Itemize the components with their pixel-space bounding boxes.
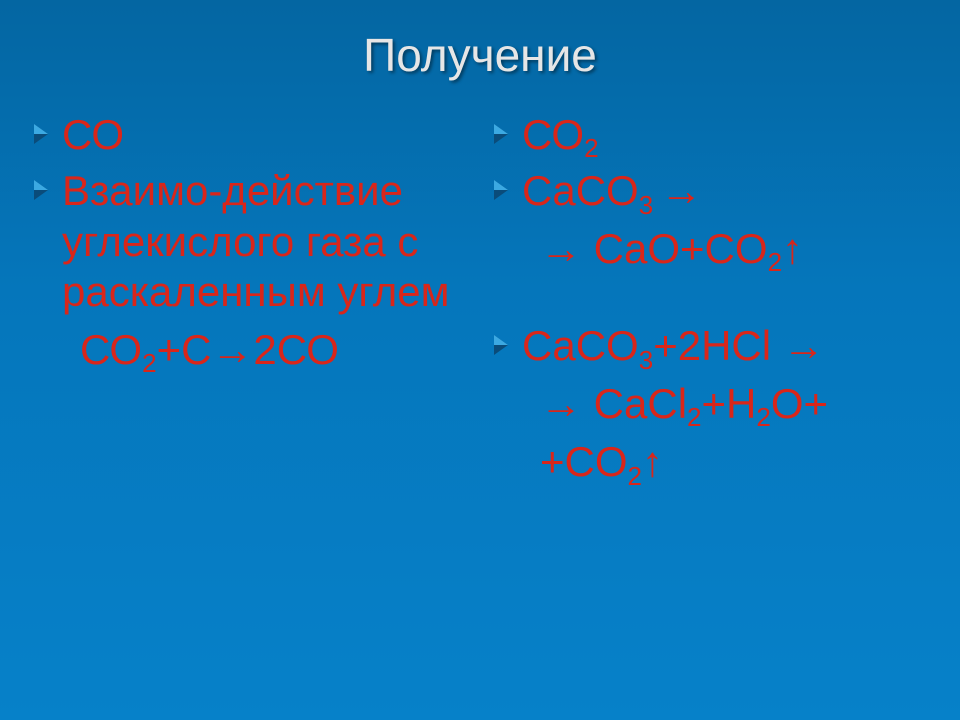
right-column: СО2 CaCO3 → → CaO+CO2↑ CaCO3+2HCl → → Ca… — [490, 110, 930, 700]
slide-title: Получение — [0, 28, 960, 82]
left-column: СО Взаимо-действие углекислого газа с ра… — [30, 110, 470, 700]
right-eq2-line2: → CaCl2+H2O+ — [490, 378, 930, 431]
left-description: Взаимо-действие углекислого газа с раска… — [30, 166, 470, 317]
right-eq2-line1: CaCO3+2HCl → — [490, 321, 930, 371]
right-eq1-line1: CaCO3 → — [490, 166, 930, 216]
left-equation: СО2+С→2СО — [30, 324, 470, 377]
spacer — [490, 281, 930, 321]
right-eq2-line3: +CO2↑ — [490, 436, 930, 489]
right-eq1-line2: → CaO+CO2↑ — [490, 223, 930, 276]
left-heading: СО — [30, 110, 470, 160]
right-heading: СО2 — [490, 110, 930, 160]
content-columns: СО Взаимо-действие углекислого газа с ра… — [30, 110, 930, 700]
